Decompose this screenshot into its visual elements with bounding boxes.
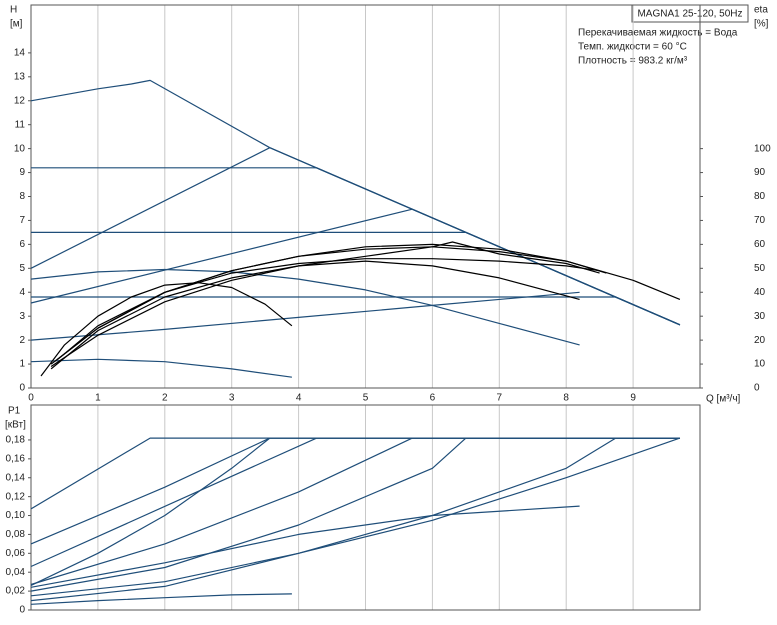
curve bbox=[30, 437, 680, 586]
y-tick-label: 1 bbox=[19, 359, 25, 370]
x-tick-label: 7 bbox=[497, 393, 503, 404]
y-tick-label: 6 bbox=[19, 239, 25, 250]
y2-tick-label: 100 bbox=[754, 143, 771, 154]
y-tick-label: 2 bbox=[19, 335, 25, 346]
y-tick-label: 9 bbox=[19, 167, 25, 178]
y-tick-label: 3 bbox=[19, 311, 25, 322]
x-tick-label: 8 bbox=[563, 393, 569, 404]
curve bbox=[30, 437, 680, 510]
y-tick-label: 0,18 bbox=[6, 435, 26, 446]
y-axis-unit: [кВт] bbox=[5, 420, 26, 431]
y2-axis-unit: [%] bbox=[754, 19, 769, 30]
curve bbox=[30, 437, 680, 545]
x-tick-label: 1 bbox=[95, 393, 101, 404]
y-tick-label: 12 bbox=[14, 95, 26, 106]
y-tick-label: 7 bbox=[19, 215, 25, 226]
x-tick-label: 6 bbox=[430, 393, 436, 404]
efficiency-curve bbox=[54, 258, 600, 363]
y-tick-label: 0,12 bbox=[6, 491, 26, 502]
efficiency-curve bbox=[50, 260, 580, 370]
curve bbox=[30, 208, 681, 326]
y-tick-label: 0,06 bbox=[6, 548, 26, 559]
y-tick-label: 0,08 bbox=[6, 529, 26, 540]
y2-axis-label: eta bbox=[754, 5, 768, 16]
plot-frame bbox=[30, 404, 701, 611]
x-tick-label: 0 bbox=[28, 393, 34, 404]
curve bbox=[31, 167, 681, 326]
efficiency-curve bbox=[40, 282, 293, 377]
y2-tick-label: 0 bbox=[754, 383, 760, 394]
y2-tick-label: 40 bbox=[754, 287, 766, 298]
y2-tick-label: 90 bbox=[754, 167, 766, 178]
x-tick-label: 2 bbox=[162, 393, 168, 404]
x-tick-label: 9 bbox=[630, 393, 636, 404]
y2-tick-label: 80 bbox=[754, 191, 766, 202]
y-tick-label: 5 bbox=[19, 263, 25, 274]
efficiency-curve bbox=[57, 243, 681, 360]
y-tick-label: 0,10 bbox=[6, 510, 26, 521]
y-tick-label: 0,02 bbox=[6, 586, 26, 597]
efficiency-curve bbox=[50, 241, 600, 367]
y-tick-label: 11 bbox=[15, 119, 26, 130]
y-tick-label: 0,14 bbox=[6, 472, 26, 483]
y-tick-label: 13 bbox=[14, 71, 26, 82]
x-axis-label: Q [м³/ч] bbox=[706, 394, 741, 405]
y-tick-label: 0 bbox=[19, 605, 25, 616]
y-axis-label: P1 bbox=[8, 406, 21, 417]
y-tick-label: 8 bbox=[19, 191, 25, 202]
y-tick-label: 0 bbox=[19, 383, 25, 394]
y-axis-unit: [м] bbox=[10, 19, 23, 30]
curve bbox=[30, 437, 680, 586]
y-tick-label: 4 bbox=[19, 287, 25, 298]
y2-tick-label: 50 bbox=[754, 263, 766, 274]
y-tick-label: 14 bbox=[14, 48, 26, 59]
y2-tick-label: 20 bbox=[754, 335, 766, 346]
curve bbox=[30, 505, 580, 588]
curve bbox=[30, 437, 680, 597]
annotation: Темп. жидкости = 60 °C bbox=[578, 42, 687, 53]
y2-tick-label: 70 bbox=[754, 215, 766, 226]
chart-title: MAGNA1 25-120, 50Hz bbox=[637, 9, 742, 20]
annotation: Перекачиваемая жидкость = Вода bbox=[578, 28, 738, 39]
curve bbox=[31, 296, 681, 326]
y-tick-label: 0,16 bbox=[6, 453, 26, 464]
curve bbox=[30, 437, 680, 592]
x-tick-label: 5 bbox=[363, 393, 369, 404]
curve bbox=[30, 268, 580, 346]
curve bbox=[30, 358, 292, 378]
y-tick-label: 10 bbox=[14, 143, 26, 154]
x-tick-label: 3 bbox=[229, 393, 235, 404]
x-tick-label: 4 bbox=[296, 393, 302, 404]
curve bbox=[30, 593, 292, 605]
y2-tick-label: 60 bbox=[754, 239, 766, 250]
y-axis-label: H bbox=[10, 5, 17, 16]
efficiency-curve bbox=[50, 246, 607, 365]
y2-tick-label: 30 bbox=[754, 311, 766, 322]
curve bbox=[30, 437, 681, 602]
y-tick-label: 0,04 bbox=[6, 567, 26, 578]
y2-tick-label: 10 bbox=[754, 359, 766, 370]
curve bbox=[30, 291, 580, 341]
